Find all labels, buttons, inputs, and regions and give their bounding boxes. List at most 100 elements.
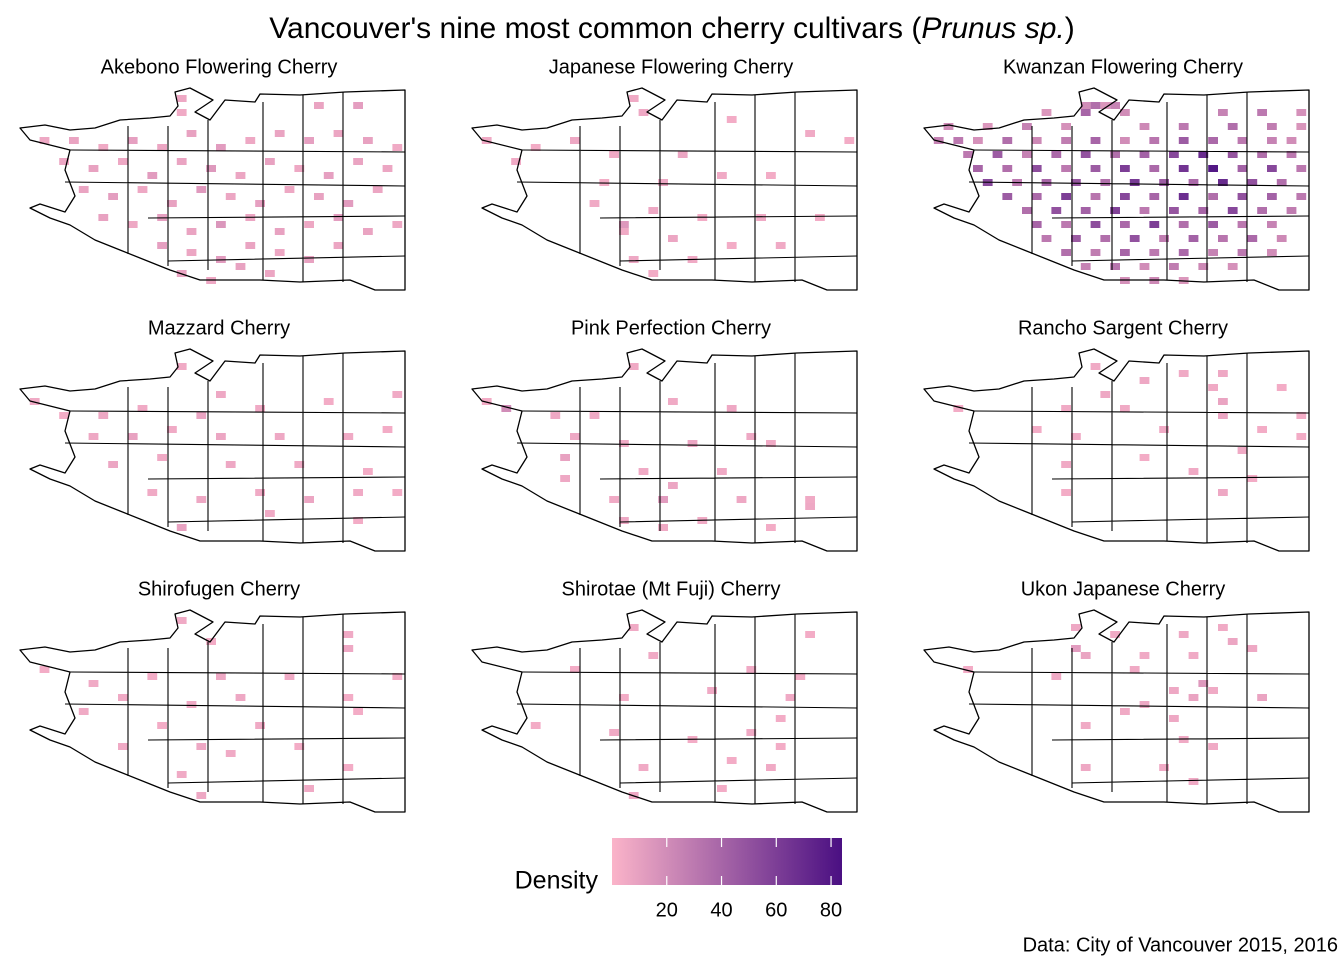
density-cell	[982, 123, 993, 130]
legend-tick-label: 40	[710, 899, 732, 921]
density-cell	[265, 510, 275, 517]
source-note: Data: City of Vancouver 2015, 2016	[1023, 934, 1338, 956]
density-cell	[973, 137, 983, 144]
density-cell	[304, 496, 314, 503]
legend-tick-label: 60	[765, 899, 787, 921]
density-cell	[196, 743, 207, 750]
density-cell	[265, 270, 275, 277]
map-panel: Kwanzan Flowering Cherry	[923, 56, 1310, 291]
density-cell	[609, 496, 619, 503]
map-panel: Rancho Sargent Cherry	[923, 317, 1310, 552]
density-cell	[1080, 263, 1091, 270]
map-panel: Akebono Flowering Cherry	[19, 56, 406, 291]
legend-tick-label: 80	[820, 899, 842, 921]
density-cells	[39, 95, 403, 284]
density-cell	[137, 186, 148, 193]
density-cell	[186, 228, 197, 235]
density-cell	[245, 137, 256, 144]
density-cell	[530, 144, 541, 151]
density-cell	[1296, 412, 1307, 419]
density-cell	[589, 412, 600, 419]
density-cell	[353, 708, 363, 715]
legend-tick-label: 20	[656, 899, 678, 921]
density-cell	[619, 228, 629, 235]
map-panel: Mazzard Cherry	[19, 317, 406, 552]
density-cell	[314, 193, 324, 200]
density-cell	[1071, 624, 1081, 631]
density-cell	[1149, 137, 1160, 144]
density-cell	[628, 95, 639, 102]
density-cell	[1002, 137, 1013, 144]
density-cell	[707, 687, 717, 694]
title-species: Prunus sp.	[921, 12, 1064, 45]
density-cell	[1257, 207, 1267, 214]
density-cell	[1022, 207, 1032, 214]
density-cell	[1257, 426, 1267, 433]
density-cell	[775, 242, 786, 249]
density-cell	[1237, 447, 1248, 454]
density-cell	[1178, 221, 1189, 228]
density-cell	[1286, 151, 1297, 158]
density-cell	[216, 433, 226, 440]
panel-title: Pink Perfection Cherry	[571, 317, 771, 339]
density-cell	[274, 249, 285, 256]
density-cell	[225, 193, 236, 200]
density-cell	[746, 729, 757, 736]
title-end: )	[1065, 12, 1075, 45]
density-cell	[1120, 137, 1130, 144]
density-cell	[1159, 179, 1169, 186]
density-cell	[1188, 235, 1199, 242]
panel-title: Rancho Sargent Cherry	[1018, 317, 1228, 339]
density-cell	[1100, 102, 1111, 109]
density-cell	[1178, 123, 1189, 130]
density-cell	[88, 433, 99, 440]
density-cell	[186, 701, 197, 708]
density-cell	[1218, 412, 1228, 419]
density-cell	[176, 617, 187, 624]
density-cell	[1227, 638, 1238, 645]
density-cell	[1061, 193, 1071, 200]
density-cell	[157, 242, 167, 249]
density-cell	[1267, 137, 1277, 144]
panel-title: Kwanzan Flowering Cherry	[1003, 56, 1243, 78]
map-panel: Shirofugen Cherry	[19, 578, 406, 813]
density-cell	[1139, 123, 1150, 130]
density-cell	[157, 144, 167, 151]
density-cell	[619, 517, 629, 524]
density-cell	[1188, 778, 1199, 785]
density-cell	[717, 172, 727, 179]
density-cell	[1286, 137, 1297, 144]
density-cell	[1110, 631, 1120, 638]
density-cell	[118, 158, 128, 165]
density-cell	[1051, 673, 1062, 680]
density-cell	[1267, 193, 1277, 200]
density-cell	[1169, 263, 1179, 270]
density-cell	[1208, 249, 1218, 256]
density-cell	[1061, 165, 1071, 172]
density-cell	[1061, 461, 1071, 468]
density-cell	[1022, 123, 1032, 130]
density-cell	[392, 144, 403, 151]
density-cell	[1061, 137, 1071, 144]
density-cell	[1090, 249, 1101, 256]
density-cell	[726, 242, 737, 249]
density-cells	[481, 363, 815, 531]
density-cell	[157, 722, 167, 729]
density-cell	[304, 785, 314, 792]
density-cell	[1276, 235, 1287, 242]
density-cell	[343, 694, 354, 701]
density-cell	[1296, 109, 1307, 116]
density-cell	[726, 757, 737, 764]
density-cell	[1208, 384, 1218, 391]
density-cell	[1120, 249, 1130, 256]
density-cell	[1071, 645, 1081, 652]
density-cell	[1031, 221, 1042, 228]
density-cell	[726, 116, 737, 123]
density-cell	[1090, 221, 1101, 228]
density-cell	[235, 172, 246, 179]
density-cell	[1227, 123, 1238, 130]
density-cell	[1169, 687, 1179, 694]
density-cell	[343, 631, 354, 638]
density-cell	[1218, 235, 1228, 242]
